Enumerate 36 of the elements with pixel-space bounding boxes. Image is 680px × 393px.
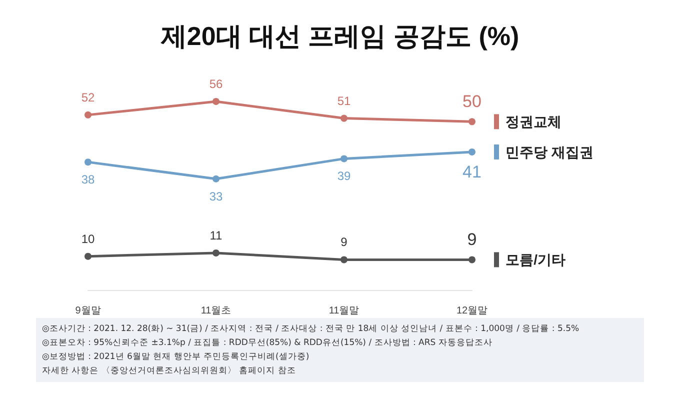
text: 자세한 사항은 〈중앙선거여론조사심의위원회〉 홈페이지 참조 <box>42 365 297 378</box>
point <box>212 249 220 256</box>
point <box>212 175 220 182</box>
point <box>468 148 476 156</box>
point <box>340 114 348 122</box>
data-label: 11 <box>210 228 223 242</box>
point <box>340 155 348 162</box>
data-label: 9 <box>467 230 477 250</box>
data-label: 33 <box>209 189 223 204</box>
legend-label: 민주당 재집권 <box>506 144 594 160</box>
text: ◎보정방법 : 2021년 6월말 현재 행안부 주민등록인구비례(셀가중) <box>42 351 310 364</box>
data-label: 38 <box>81 172 95 187</box>
point <box>84 158 92 166</box>
x-tick-label: 12월말 <box>456 306 488 316</box>
point <box>84 111 92 118</box>
text: ◎조사기간 : 2021. 12. 28(화) ~ 31(금) / 조사지역 : 전국 / 조사대상 : 전국 만 18세 이상 성인남녀 / 표본수 : 1,000명 / 응답률 : 5.5% <box>42 323 580 336</box>
legend-label: 정권교체 <box>506 114 562 130</box>
data-label: 41 <box>462 162 482 182</box>
text: ◎표본오차 : 95%신뢰수준 ±3.1%p / 표집틀 : RDD무선(85%) & RDD유선(15%) / 조사방법 : ARS 자동응답조사 <box>42 337 494 350</box>
x-tick-label: 9월말 <box>75 306 101 316</box>
data-label: 56 <box>209 76 223 91</box>
x-tick-label: 11월초 <box>200 306 232 316</box>
chart-title: 제20대 대선 프레임 공감도 (%) <box>160 21 520 51</box>
data-label: 39 <box>337 169 351 184</box>
point <box>468 256 476 264</box>
data-label: 10 <box>81 232 95 246</box>
point <box>84 252 92 260</box>
point <box>468 118 476 126</box>
legend-label: 모름/기타 <box>506 252 566 268</box>
data-label: 50 <box>462 92 482 112</box>
data-label: 9 <box>340 235 348 250</box>
point <box>212 98 220 105</box>
x-tick-label: 11월말 <box>328 306 360 316</box>
data-label: 52 <box>81 90 95 104</box>
point <box>340 256 348 264</box>
data-label: 51 <box>337 94 351 108</box>
